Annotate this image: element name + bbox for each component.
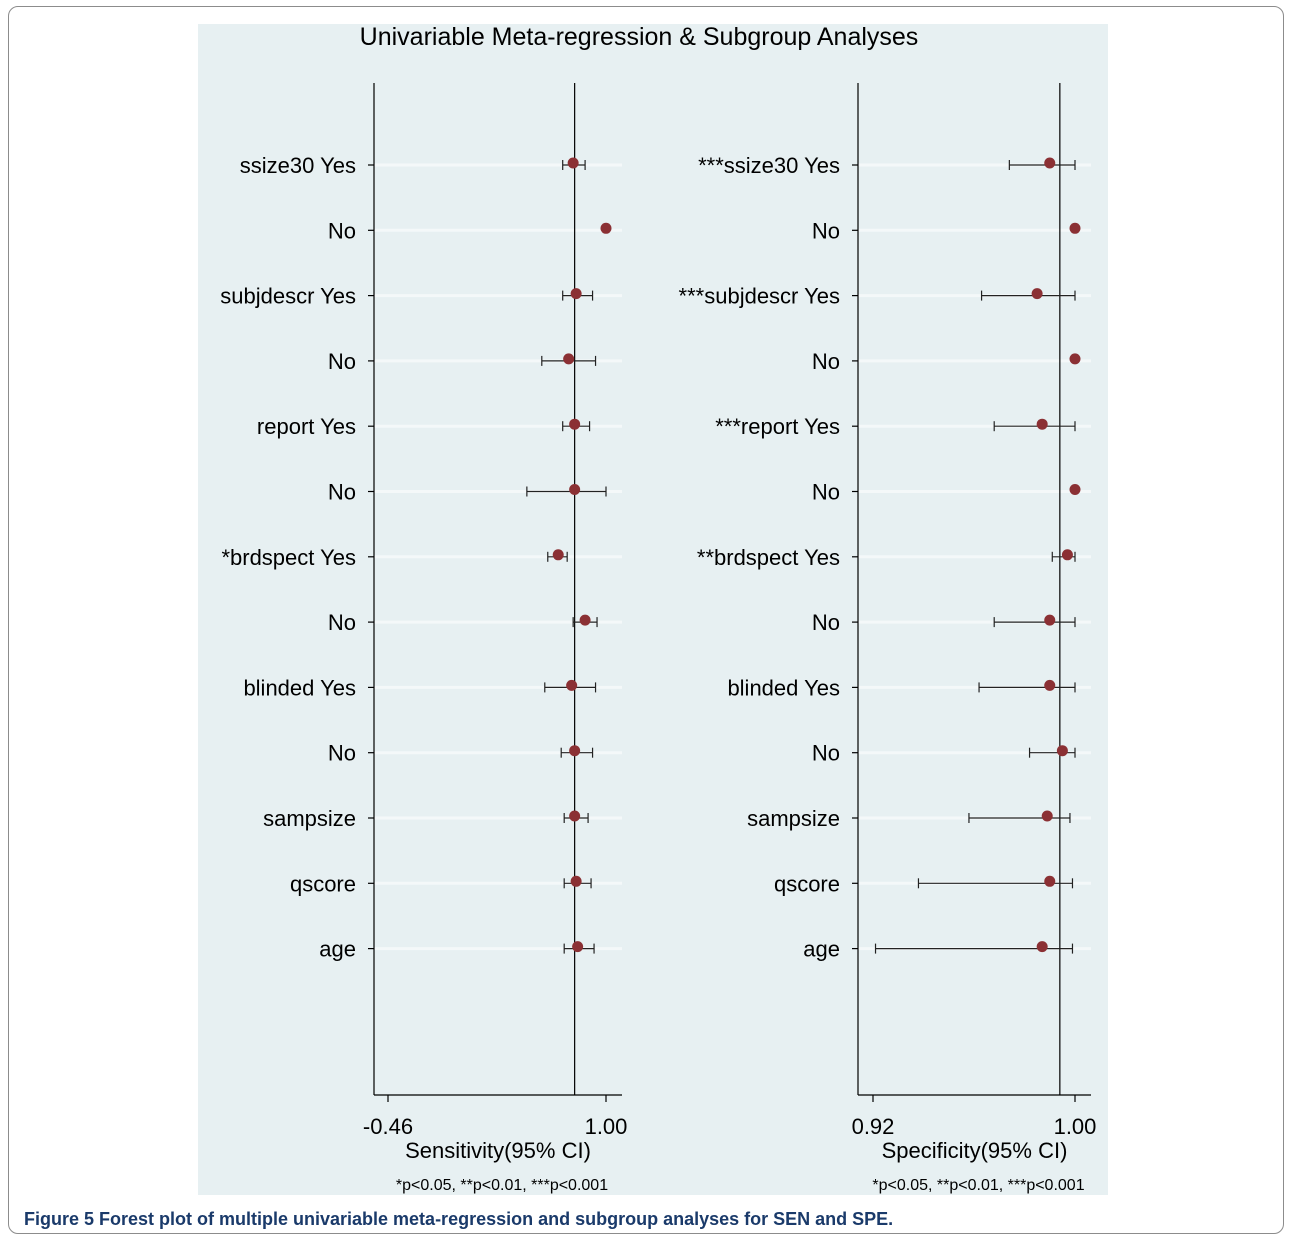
specificity-row-label: ***report Yes — [715, 414, 840, 439]
figure-caption-text: Forest plot of multiple univariable meta… — [94, 1209, 894, 1229]
specificity-row-label: blinded Yes — [727, 675, 840, 700]
specificity-footnote: *p<0.05, **p<0.01, ***p<0.001 — [872, 1177, 1084, 1194]
specificity-point-estimate — [1044, 157, 1056, 169]
sensitivity-point-estimate — [552, 549, 564, 561]
sensitivity-row-label: No — [328, 349, 356, 374]
sensitivity-row-label: sampsize — [263, 806, 356, 831]
specificity-point-estimate — [1069, 353, 1081, 365]
sensitivity-point-estimate — [569, 745, 581, 757]
sensitivity-point-estimate — [563, 353, 575, 365]
sensitivity-row-label: No — [328, 610, 356, 635]
sensitivity-row-label: No — [328, 480, 356, 505]
specificity-point-estimate — [1056, 745, 1068, 757]
specificity-row-label: No — [812, 610, 840, 635]
chart-title: Univariable Meta-regression & Subgroup A… — [360, 23, 919, 51]
specificity-point-estimate — [1044, 679, 1056, 691]
sensitivity-x-axis-title: Sensitivity(95% CI) — [405, 1138, 591, 1163]
specificity-row-label: ***subjdescr Yes — [679, 284, 840, 309]
sensitivity-point-estimate — [570, 875, 582, 887]
specificity-row-label: No — [812, 741, 840, 766]
figure-caption: Figure 5 Forest plot of multiple univari… — [24, 1209, 893, 1230]
specificity-point-estimate — [1041, 810, 1053, 822]
sensitivity-point-estimate — [567, 157, 579, 169]
specificity-point-estimate — [1044, 614, 1056, 626]
sensitivity-point-estimate — [569, 810, 581, 822]
specificity-x-tick-label: 1.00 — [1054, 1114, 1097, 1139]
specificity-x-axis-title: Specificity(95% CI) — [882, 1138, 1068, 1163]
sensitivity-point-estimate — [566, 679, 578, 691]
sensitivity-point-estimate — [569, 484, 581, 495]
specificity-row-label: No — [812, 349, 840, 374]
sensitivity-footnote: *p<0.05, **p<0.01, ***p<0.001 — [396, 1177, 608, 1194]
sensitivity-row-label: blinded Yes — [243, 675, 356, 700]
sensitivity-point-estimate — [579, 614, 591, 626]
specificity-row-label: qscore — [774, 871, 840, 896]
sensitivity-point-estimate — [600, 222, 612, 234]
specificity-point-estimate — [1036, 941, 1048, 953]
sensitivity-row-label: No — [328, 741, 356, 766]
specificity-row-label: No — [812, 480, 840, 505]
specificity-row-label: ***ssize30 Yes — [698, 153, 840, 178]
specificity-x-tick-label: 0.92 — [852, 1114, 895, 1139]
sensitivity-row-label: No — [328, 218, 356, 243]
specificity-point-estimate — [1069, 222, 1081, 234]
specificity-row-label: **brdspect Yes — [697, 545, 840, 570]
figure-frame — [8, 6, 1284, 1234]
specificity-point-estimate — [1061, 549, 1073, 561]
specificity-row-label: No — [812, 218, 840, 243]
sensitivity-x-tick-label: 1.00 — [585, 1114, 628, 1139]
specificity-point-estimate — [1069, 484, 1081, 495]
figure-caption-label: Figure 5 — [24, 1209, 95, 1229]
specificity-row-label: age — [803, 937, 840, 962]
specificity-point-estimate — [1036, 418, 1048, 430]
sensitivity-point-estimate — [569, 418, 581, 430]
specificity-row-label: sampsize — [747, 806, 840, 831]
specificity-point-estimate — [1044, 875, 1056, 887]
sensitivity-row-label: ssize30 Yes — [240, 153, 356, 178]
sensitivity-row-label: *brdspect Yes — [221, 545, 356, 570]
specificity-point-estimate — [1031, 288, 1043, 300]
sensitivity-row-label: qscore — [290, 871, 356, 896]
plot-background — [198, 24, 1108, 1195]
sensitivity-x-tick-label: -0.46 — [363, 1114, 413, 1139]
sensitivity-row-label: report Yes — [257, 414, 356, 439]
sensitivity-point-estimate — [572, 941, 584, 953]
sensitivity-row-label: age — [319, 937, 356, 962]
sensitivity-row-label: subjdescr Yes — [220, 284, 356, 309]
sensitivity-point-estimate — [570, 288, 582, 300]
